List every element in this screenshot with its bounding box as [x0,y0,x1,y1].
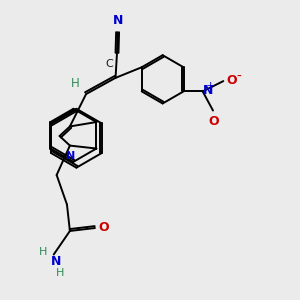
Text: -: - [237,70,242,84]
Text: N: N [203,84,214,97]
Text: O: O [98,221,109,234]
Text: H: H [56,268,64,278]
Text: N: N [112,14,123,27]
Text: O: O [208,115,219,128]
Text: C: C [106,59,113,69]
Text: +: + [206,80,215,91]
Text: H: H [71,76,80,90]
Text: O: O [227,74,238,87]
Text: N: N [51,255,61,268]
Text: H: H [39,247,47,257]
Text: N: N [66,151,75,161]
